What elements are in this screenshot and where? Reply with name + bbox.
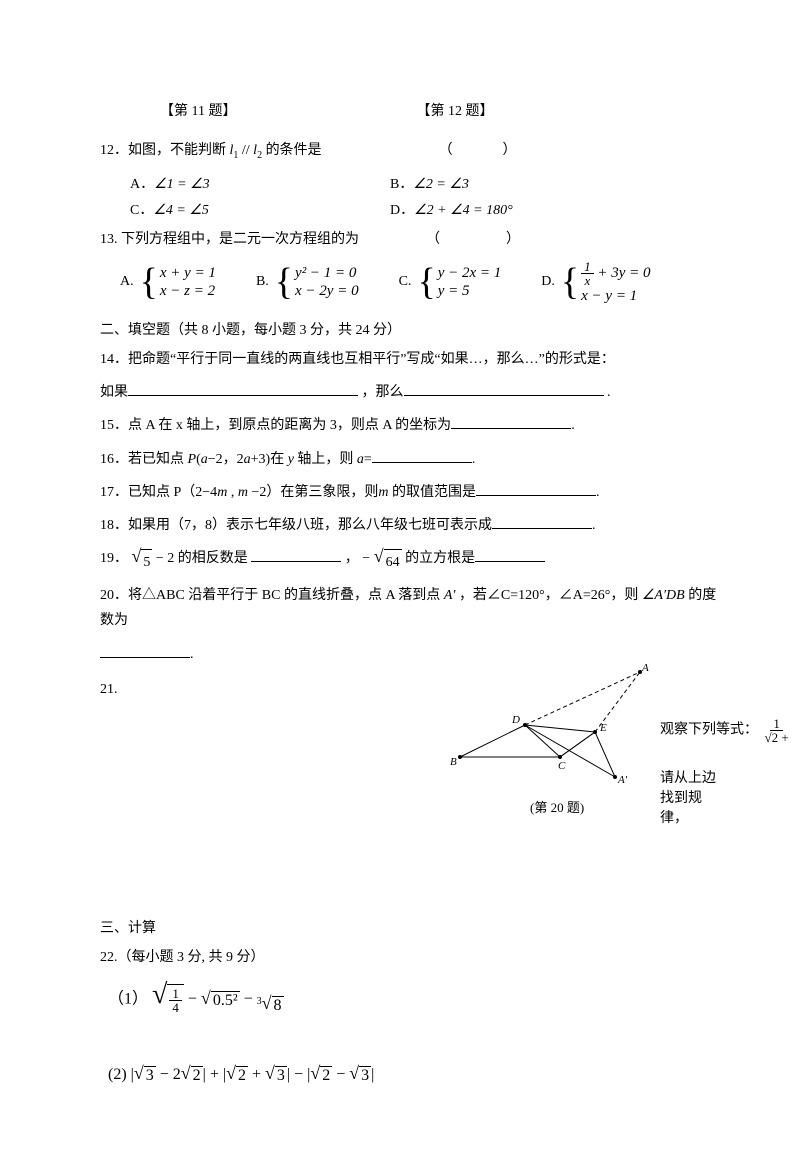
q13-stem: 13. 下列方程组中，是二元一次方程组的为 （ ） (100, 227, 720, 252)
q21-figure-wrap: 21. A B C (100, 677, 720, 837)
svg-text:B: B (450, 756, 457, 768)
figure-refs: 【第 11 题】 【第 12 题】 (100, 100, 720, 120)
q12-optA: A．∠1 = ∠3 (130, 173, 330, 193)
ref-q11: 【第 11 题】 (160, 100, 236, 120)
q16-blank (372, 448, 472, 463)
q12-optC: C．∠4 = ∠5 (130, 199, 330, 219)
q18-blank (492, 514, 592, 529)
q14-blank1 (128, 381, 358, 396)
svg-text:D: D (511, 714, 520, 726)
q12-opts-row2: C．∠4 = ∠5 D．∠2 + ∠4 = 180° (130, 199, 720, 219)
q12-stem: 12．如图，不能判断 l1 // l2 的条件是 （ ） (100, 138, 720, 165)
svg-text:E: E (599, 722, 607, 734)
svg-text:A′: A′ (617, 774, 628, 786)
q12-optB: B．∠2 = ∠3 (390, 173, 469, 193)
q16: 16．若已知点 P(a−2，2a+3)在 y 轴上，则 a=. (100, 447, 720, 472)
section3-header: 三、计算 (100, 917, 720, 937)
svg-text:C: C (558, 760, 566, 772)
q14-blank2 (404, 381, 604, 396)
page: 【第 11 题】 【第 12 题】 12．如图，不能判断 l1 // l2 的条… (0, 0, 800, 1165)
q13-optC: C. {y − 2x = 1y = 5 (399, 263, 502, 301)
q19: 19． √5 − 2 的相反数是 ， − √64 的立方根是 (100, 546, 720, 575)
q15: 15．点 A 在 x 轴上，到原点的距离为 3，则点 A 的坐标为. (100, 413, 720, 438)
q20: 20．将△ABC 沿着平行于 BC 的直线折叠，点 A 落到点 A′ ，若∠C=… (100, 583, 720, 633)
section2-header: 二、填空题（共 8 小题，每小题 3 分，共 24 分） (100, 319, 720, 339)
q13-optB: B. {y² − 1 = 0x − 2y = 0 (256, 263, 359, 301)
q17: 17．已知点 P（2−4m , m −2）在第三象限，则m 的取值范围是. (100, 480, 720, 505)
q22-part1: （1） √14 − √0.5² − 3√8 (108, 984, 720, 1016)
q12-opts-row1: A．∠1 = ∠3 B．∠2 = ∠3 (130, 173, 720, 193)
q14-stem: 14．把命题“平行于同一直线的两直线也互相平行”写成“如果…，那么…”的形式是： (100, 347, 720, 372)
svg-text:A: A (641, 662, 649, 674)
q18: 18．如果用（7，8）表示七年级八班，那么八年级七班可表示成. (100, 513, 720, 538)
q13-optA: A. {x + y = 1x − z = 2 (120, 263, 216, 301)
q21-observe: 观察下列等式： 1 √2 + (660, 717, 800, 744)
q19-blank1 (251, 547, 341, 562)
q19-blank2 (475, 547, 545, 562)
q17-blank (476, 481, 596, 496)
q22-header: 22.（每小题 3 分, 共 9 分） (100, 945, 720, 970)
q22-part2: (2) |√3 − 2√2| + |√2 + √3| − |√2 − √3| (108, 1066, 720, 1085)
q20-blank (100, 643, 190, 658)
q21-please: 请从上边找到规律， (660, 767, 720, 827)
q12-paren: （ ） (439, 143, 519, 158)
q20-figure: A B C D E A′ (450, 657, 660, 797)
q13-optD: D. { 1x + 3y = 0 x − y = 1 (541, 260, 650, 305)
q14-blanks: 如果 ，那么 . (100, 380, 720, 405)
ref-q12: 【第 12 题】 (416, 100, 493, 120)
q12-optD: D．∠2 + ∠4 = 180° (390, 199, 513, 219)
q13-opts: A. {x + y = 1x − z = 2 B. {y² − 1 = 0x −… (120, 260, 720, 305)
q15-blank (451, 414, 571, 429)
fig-caption: (第 20 题) (530, 797, 584, 816)
